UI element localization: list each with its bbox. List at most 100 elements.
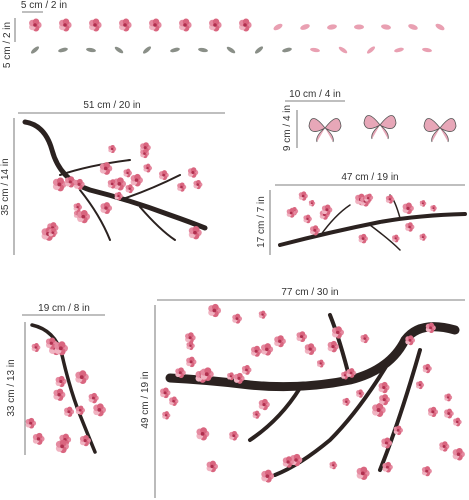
- flower-center: [193, 230, 197, 235]
- twig: [248, 313, 422, 477]
- flower-center: [262, 403, 266, 407]
- leaf: [30, 46, 40, 54]
- flower-center: [301, 194, 305, 198]
- flower-center: [232, 434, 236, 438]
- leaf: [226, 46, 236, 54]
- flower-center: [103, 166, 108, 171]
- flower-center: [456, 452, 461, 456]
- flower-center: [77, 182, 81, 186]
- flower-center: [396, 428, 400, 432]
- leaf: [282, 47, 292, 53]
- flower-center: [442, 444, 446, 448]
- butterfly: [308, 118, 342, 143]
- flower-center: [110, 182, 114, 186]
- flower-center: [237, 376, 241, 380]
- flower-center: [79, 375, 84, 380]
- flower-center: [117, 182, 122, 186]
- petal: [354, 24, 364, 30]
- flower-center: [68, 180, 72, 184]
- flower-center: [76, 205, 79, 209]
- leaf: [198, 47, 208, 53]
- width-label: 77 cm / 30 in: [281, 287, 338, 298]
- flower-center: [332, 464, 335, 467]
- butterfly: [363, 115, 397, 140]
- flower-center: [178, 371, 182, 375]
- flower-center: [447, 412, 451, 415]
- flower-center: [104, 206, 108, 210]
- flower-center: [255, 413, 258, 416]
- leaf: [58, 47, 68, 53]
- flower-center: [265, 474, 270, 478]
- height-label: 33 cm / 13 in: [6, 359, 17, 416]
- flower-center: [278, 339, 282, 343]
- height-label: 35 cm / 14 in: [0, 158, 11, 215]
- flower-center: [429, 326, 433, 330]
- petal: [408, 24, 418, 30]
- leaf: [310, 47, 320, 53]
- flower-center: [188, 336, 192, 340]
- flower-center: [180, 185, 183, 189]
- flower-center: [425, 469, 429, 473]
- height-label: 49 cm / 19 in: [140, 371, 151, 428]
- height-label: 9 cm / 4 in: [282, 105, 293, 151]
- flower-center: [425, 367, 429, 370]
- flower-center: [418, 383, 422, 387]
- flower-center: [319, 362, 322, 365]
- flower-center: [294, 458, 298, 462]
- flower-center: [446, 396, 450, 399]
- flower-center: [163, 391, 167, 395]
- flower-center: [331, 345, 335, 349]
- flower-center: [49, 341, 53, 345]
- height-label: 5 cm / 2 in: [2, 22, 13, 68]
- flower-center: [245, 368, 248, 372]
- flower-center: [361, 237, 365, 240]
- petal: [435, 23, 445, 31]
- flower-center: [134, 178, 139, 182]
- width-label: 10 cm / 4 in: [289, 89, 341, 100]
- flower-center: [243, 23, 247, 27]
- leaf: [114, 46, 124, 54]
- leaf: [366, 46, 376, 54]
- flower-center: [97, 408, 102, 412]
- flower-center: [57, 182, 62, 187]
- flower-center: [110, 147, 114, 151]
- flower-center: [191, 171, 195, 174]
- leaf: [142, 46, 152, 54]
- branch: [30, 323, 97, 454]
- petal: [381, 24, 391, 30]
- flower-center: [432, 207, 435, 210]
- flower-center: [59, 379, 63, 384]
- flower-center: [325, 208, 329, 212]
- flower-center: [143, 152, 146, 155]
- leaf: [394, 47, 404, 53]
- flower-center: [117, 194, 120, 198]
- flower-center: [78, 408, 82, 412]
- flower-center: [306, 217, 309, 221]
- flower-center: [345, 400, 348, 403]
- flower-center: [153, 23, 157, 27]
- branch: [22, 119, 208, 231]
- flower-center: [313, 228, 317, 232]
- flower-center: [123, 23, 127, 27]
- flower-center: [360, 471, 365, 476]
- flower-center: [63, 23, 67, 27]
- flower-center: [421, 202, 424, 205]
- flower-center: [204, 372, 209, 377]
- flower-center: [57, 393, 61, 397]
- flower-center: [388, 198, 392, 201]
- flower-center: [60, 444, 64, 449]
- flower-center: [162, 173, 166, 177]
- flower-center: [210, 464, 214, 469]
- flower-center: [299, 335, 304, 339]
- leaf: [170, 47, 180, 53]
- petal: [273, 23, 283, 31]
- petal: [327, 24, 337, 30]
- flower-center: [126, 171, 129, 175]
- width-label: 47 cm / 19 in: [341, 172, 398, 183]
- flower-center: [289, 211, 293, 215]
- flower-center: [286, 460, 290, 464]
- flower-center: [358, 392, 362, 395]
- twig: [59, 159, 181, 241]
- leaf: [422, 47, 432, 53]
